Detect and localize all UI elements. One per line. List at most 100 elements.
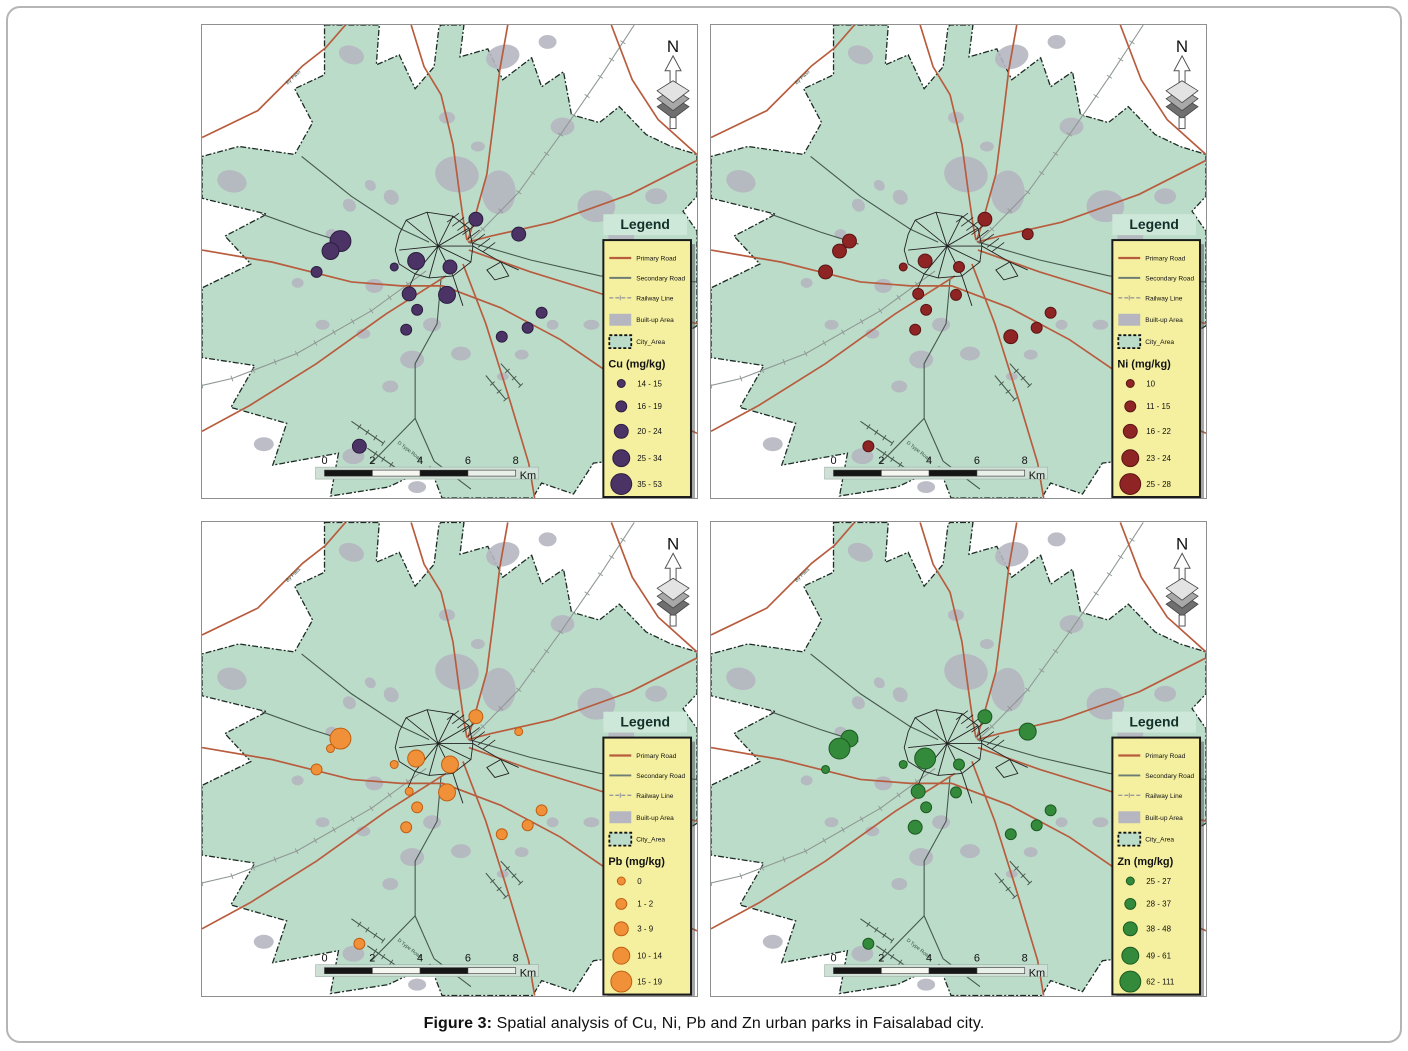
builtup-blob <box>851 448 874 465</box>
legend-class-label: 1 - 2 <box>637 900 653 909</box>
builtup-blob <box>979 638 994 649</box>
scale-tick-label: 4 <box>417 455 423 467</box>
north-label: N <box>1176 534 1188 553</box>
railway-tick <box>332 826 336 833</box>
legend-class-label: 20 - 24 <box>637 427 662 436</box>
builtup-blob <box>1047 34 1066 49</box>
builtup-blob <box>824 817 839 828</box>
legend-item-label: Secondary Road <box>1145 773 1194 780</box>
legend-class-symbol <box>610 473 633 496</box>
sample-point <box>442 259 458 275</box>
railway-tick <box>898 461 903 468</box>
builtup-blob <box>892 189 908 205</box>
railway-tick <box>803 350 808 357</box>
legend-item-label: City_Area <box>1145 837 1174 844</box>
sample-point <box>404 786 414 796</box>
sample-point <box>411 801 424 814</box>
legend-class-label: 28 - 37 <box>1146 900 1171 909</box>
builtup-blob <box>538 34 557 49</box>
builtup-blob <box>538 532 557 547</box>
railway-tick <box>1005 886 1011 892</box>
builtup-blob <box>762 934 783 949</box>
builtup-blob <box>874 278 893 293</box>
builtup-blob <box>382 380 399 393</box>
legend-item-label: City_Area <box>636 339 665 346</box>
railway-tick <box>252 367 255 374</box>
railway-tick <box>874 927 879 933</box>
legend-item-label: Railway Line <box>1145 295 1183 302</box>
legend-class-label: 16 - 22 <box>1146 427 1171 436</box>
railway-tick <box>350 816 355 822</box>
railway-tick <box>890 440 895 446</box>
scale-unit-label: Km <box>1029 470 1045 482</box>
railway-tick <box>511 873 517 879</box>
railway-tick <box>373 948 378 954</box>
legend-title: Legend <box>1129 216 1179 232</box>
legend-class-label: 16 - 19 <box>637 402 662 411</box>
legend-item-label: Primary Road <box>636 256 676 263</box>
builtup-blob <box>342 696 356 710</box>
builtup-blob <box>800 277 813 288</box>
builtup-blob <box>338 45 364 65</box>
railway-tick <box>1013 368 1019 374</box>
sample-point <box>917 253 933 269</box>
legend-class-label: 38 - 48 <box>1146 925 1171 934</box>
builtup-swatch <box>1118 313 1141 326</box>
sample-point <box>977 709 993 725</box>
builtup-blob <box>1055 817 1068 828</box>
sample-point <box>521 321 534 334</box>
legend-class-label: 25 - 28 <box>1146 480 1171 489</box>
map-grid: By Pass D Type Road 0 2 4 6 8 Km N Legend Primary … <box>201 24 1207 997</box>
railway-tick <box>373 435 378 441</box>
legend-class-label: 25 - 27 <box>1146 877 1171 886</box>
legend-title: Legend <box>620 714 670 730</box>
legend-class-label: 3 - 9 <box>637 925 653 934</box>
railway-tick <box>1020 375 1026 381</box>
sample-point <box>411 303 424 316</box>
legend-title: Legend <box>620 216 670 232</box>
sample-point <box>535 306 548 319</box>
railway-tick <box>1106 572 1113 577</box>
sample-point <box>1030 819 1043 832</box>
builtup-blob <box>1092 817 1109 828</box>
sample-point <box>953 261 965 273</box>
railway-tick <box>230 873 234 879</box>
scale-tick-label: 0 <box>830 455 836 467</box>
city-center-road-web <box>394 709 519 804</box>
railway-tick <box>711 881 713 887</box>
scale-tick-label: 6 <box>974 953 980 965</box>
builtup-blob <box>481 667 516 712</box>
legend-title: Legend <box>1129 714 1179 730</box>
builtup-blob <box>645 188 668 205</box>
legend-title-bg <box>603 711 688 733</box>
sample-point <box>920 303 933 316</box>
sample-point <box>351 438 367 454</box>
sample-point <box>953 758 965 771</box>
legend-item-label: Built-up Area <box>636 815 674 822</box>
railway-tick <box>989 226 995 232</box>
railway-tick <box>1066 132 1073 137</box>
scale-tick-label: 4 <box>926 455 932 467</box>
builtup-blob <box>917 978 936 991</box>
scale-tick-label: 4 <box>417 953 423 965</box>
railway-tick <box>608 57 615 62</box>
railway-tick <box>882 932 887 939</box>
legend-class-symbol <box>1119 473 1142 496</box>
builtup-blob <box>1092 319 1109 330</box>
railway-tick <box>511 375 517 381</box>
sample-point <box>407 749 426 768</box>
scale-tick-label: 8 <box>1022 455 1028 467</box>
railway-tick <box>890 953 895 960</box>
builtup-blob <box>291 775 304 786</box>
railway-tick <box>273 358 277 365</box>
sample-point <box>950 786 962 799</box>
scale-unit-label: Km <box>520 470 536 482</box>
legend-item-label: Primary Road <box>1145 753 1185 760</box>
sample-point <box>950 288 962 301</box>
sample-points-pb <box>310 709 548 950</box>
railway-tick <box>882 450 887 457</box>
builtup-blob <box>338 542 364 562</box>
